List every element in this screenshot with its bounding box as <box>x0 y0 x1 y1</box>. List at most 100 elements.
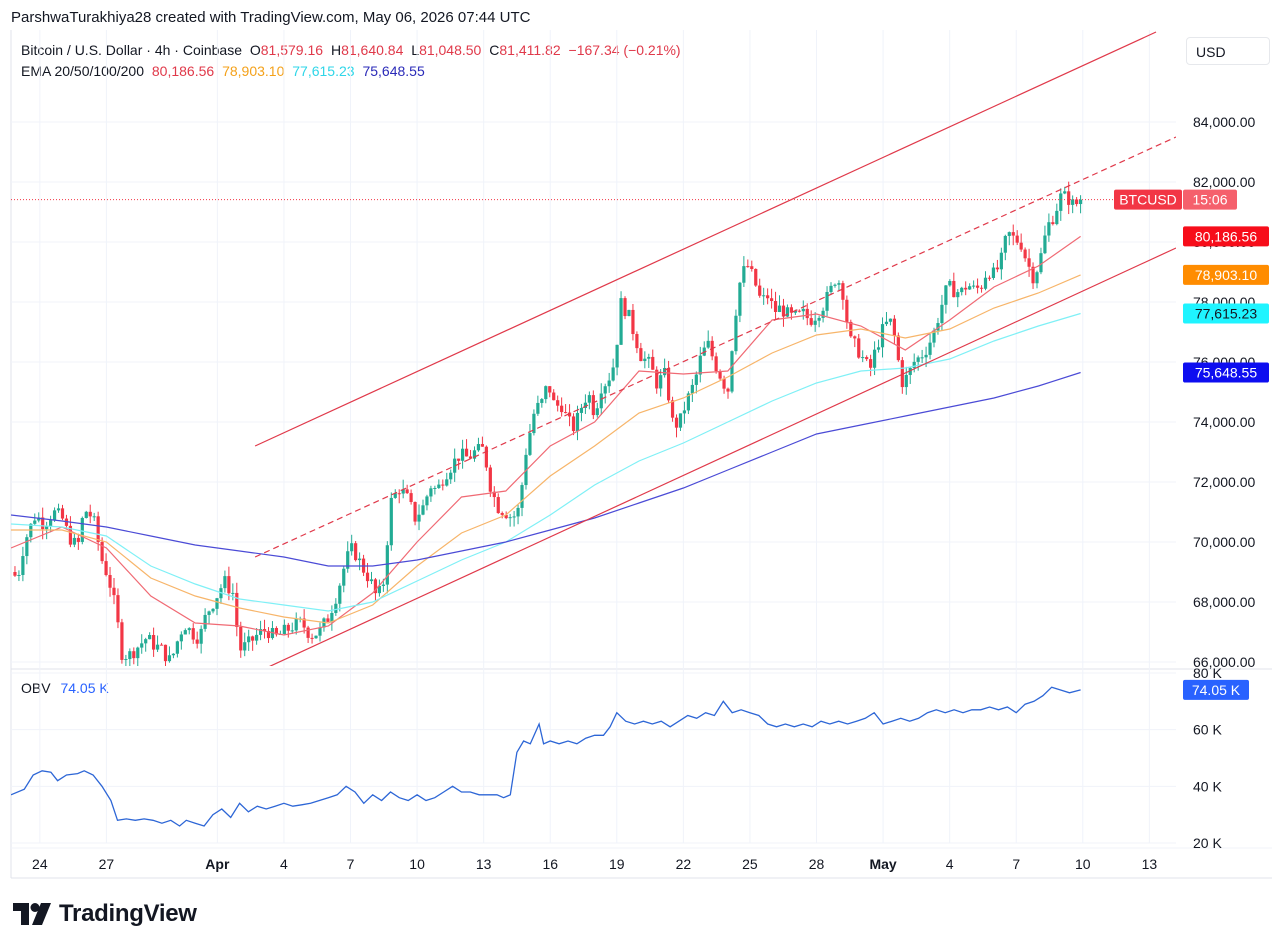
symbol-legend: Bitcoin / U.S. Dollar · 4h · Coinbase O8… <box>21 42 685 58</box>
candle-body <box>793 310 797 313</box>
candle-body <box>746 266 750 268</box>
candle-body <box>663 367 667 376</box>
candle-body <box>734 315 738 352</box>
candle-body <box>1047 222 1051 236</box>
candle-body <box>409 493 413 502</box>
candle-body <box>841 283 845 300</box>
change-value: −167.34 (−0.21%) <box>568 42 681 58</box>
candle-body <box>968 286 972 290</box>
price-axis-label: 72,000.00 <box>1193 474 1255 490</box>
candle-body <box>908 367 912 375</box>
ema100-price-tag-bg <box>1183 303 1269 324</box>
candle-body <box>528 433 532 455</box>
candle-body <box>920 357 924 359</box>
candle-body <box>1027 258 1031 267</box>
candle-body <box>1043 235 1047 254</box>
candle-body <box>888 318 893 322</box>
obv-label[interactable]: OBV <box>21 680 51 696</box>
obv-axis-label: 20 K <box>1193 835 1222 851</box>
candle-body <box>358 558 362 561</box>
candle-body <box>892 318 896 336</box>
candle-body <box>504 514 508 519</box>
candle-body <box>476 444 481 451</box>
obv-axis-label: 60 K <box>1193 722 1222 738</box>
candle-body <box>1007 232 1011 236</box>
time-axis-label: 10 <box>409 856 425 872</box>
candle-body <box>25 537 29 557</box>
candle-body <box>964 287 968 290</box>
candle-body <box>346 551 350 569</box>
candle-body <box>1011 232 1015 236</box>
candle-body <box>484 446 488 468</box>
candle-body <box>159 644 164 646</box>
candle-body <box>500 513 504 515</box>
channel-line-3 <box>269 247 1176 666</box>
candle-body <box>215 598 219 609</box>
candle-body <box>80 517 84 542</box>
candle-body <box>266 630 271 639</box>
candle-body <box>508 517 512 519</box>
candle-body <box>540 399 544 403</box>
candle-body <box>389 497 393 546</box>
candle-body <box>397 493 401 495</box>
price-axis-label: 84,000.00 <box>1193 114 1255 130</box>
candle-body <box>445 479 449 486</box>
obv-line <box>11 686 1081 827</box>
candle-body <box>647 356 651 359</box>
candle-body <box>17 574 21 576</box>
candle-body <box>1071 199 1075 205</box>
candle-body <box>45 526 49 530</box>
tradingview-logo[interactable]: TradingView <box>13 900 197 928</box>
candle-body <box>88 511 92 517</box>
candle-body <box>1015 235 1019 243</box>
candle-body <box>342 568 346 586</box>
ema100-value: 77,615.23 <box>292 63 355 79</box>
ema50-price-tag: 78,903.10 <box>1195 267 1257 283</box>
candle-body <box>611 367 615 381</box>
obv-value-tag-bg <box>1183 679 1249 700</box>
ema-title[interactable]: EMA 20/50/100/200 <box>21 63 144 79</box>
candle-body <box>599 393 603 409</box>
candle-body <box>738 282 742 316</box>
time-axis-label: May <box>869 856 896 872</box>
candle-body <box>991 267 996 278</box>
candle-body <box>595 408 599 416</box>
candle-body <box>211 608 215 612</box>
candle-body <box>338 585 342 604</box>
currency-selector[interactable]: USD <box>1186 37 1270 65</box>
candle-body <box>421 505 425 515</box>
candle-body <box>100 541 104 562</box>
candle-body <box>706 340 710 348</box>
candle-body <box>694 374 698 385</box>
candle-body <box>857 338 861 358</box>
candle-body <box>468 456 473 459</box>
candle-body <box>56 508 61 511</box>
candle-body <box>84 511 88 518</box>
candle-body <box>282 624 286 634</box>
candle-body <box>441 484 445 486</box>
candle-body <box>492 491 496 498</box>
channel-line-2 <box>254 136 1176 558</box>
ema200-value: 75,648.55 <box>362 63 425 79</box>
candle-body <box>813 320 817 325</box>
candle-body <box>904 374 908 388</box>
candle-body <box>631 309 635 335</box>
candle-body <box>207 611 211 615</box>
candle-body <box>718 371 722 379</box>
time-axis-label: 19 <box>609 856 625 872</box>
time-axis-label: Apr <box>205 856 230 872</box>
candle-body <box>425 496 429 506</box>
candle-body <box>801 308 805 312</box>
candle-body <box>480 444 485 447</box>
candle-body <box>698 355 702 375</box>
candle-body <box>76 537 80 542</box>
ema-line-3 <box>11 312 1081 612</box>
candle-body <box>21 556 25 575</box>
candle-body <box>979 287 984 289</box>
candle-body <box>865 357 869 360</box>
candle-body <box>290 630 294 632</box>
candle-body <box>987 277 992 279</box>
symbol-title[interactable]: Bitcoin / U.S. Dollar · 4h · Coinbase <box>21 42 242 58</box>
candle-body <box>591 395 595 416</box>
